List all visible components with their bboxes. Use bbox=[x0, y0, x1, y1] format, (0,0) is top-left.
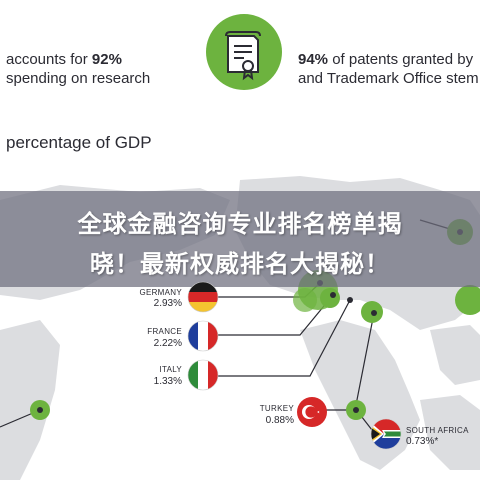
certificate-document-icon bbox=[206, 14, 282, 90]
stat-highlight: 92% bbox=[91, 51, 122, 68]
italy-flag-icon bbox=[187, 359, 219, 391]
stat-text: accounts for bbox=[6, 51, 92, 68]
country-label-germany: GERMANY bbox=[139, 288, 182, 297]
country-label-france: FRANCE bbox=[147, 327, 182, 336]
south-africa-flag-icon bbox=[370, 418, 402, 450]
stat-text-right-line2: and Trademark Office stem bbox=[298, 70, 479, 87]
headline-line-1: 全球金融咨询专业排名榜单揭 bbox=[77, 210, 403, 238]
top-right-stat: 94% of patents granted by and Trademark … bbox=[298, 50, 479, 88]
headline-banner bbox=[0, 191, 480, 287]
turkey-flag-icon bbox=[297, 397, 327, 427]
stat-text-right: of patents granted by bbox=[328, 51, 474, 68]
stat-text-line2: spending on research bbox=[6, 70, 151, 87]
country-value-france: 2.22% bbox=[153, 338, 182, 349]
headline-line-2: 晓！最新权威排名大揭秘！ bbox=[90, 250, 390, 278]
stat-highlight-right: 94% bbox=[298, 51, 329, 68]
country-value-italy: 1.33% bbox=[153, 376, 182, 387]
france-flag-icon bbox=[187, 320, 219, 352]
country-value-germany: 2.93% bbox=[153, 298, 182, 309]
top-left-stat: accounts for 92% spending on research bbox=[6, 50, 150, 88]
country-label-italy: ITALY bbox=[159, 365, 182, 374]
country-label-turkey: TURKEY bbox=[259, 404, 294, 413]
section-title: percentage of GDP bbox=[6, 133, 152, 152]
country-label-south-africa: SOUTH AFRICA bbox=[406, 426, 469, 435]
germany-flag-icon bbox=[187, 281, 219, 313]
country-value-turkey: 0.88% bbox=[265, 415, 294, 426]
country-value-south-africa: 0.73%* bbox=[406, 436, 439, 447]
